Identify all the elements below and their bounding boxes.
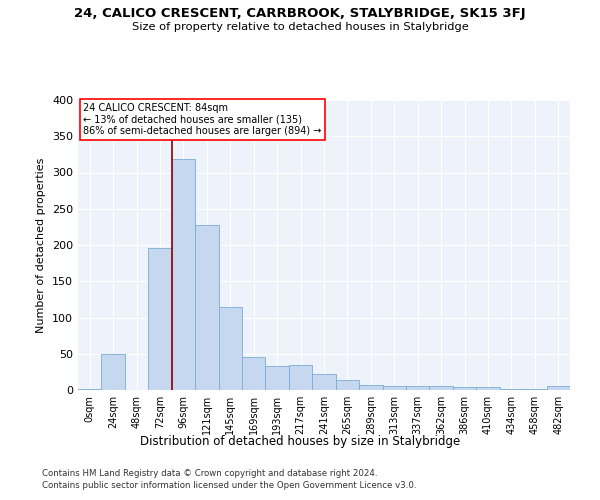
Text: Size of property relative to detached houses in Stalybridge: Size of property relative to detached ho… (131, 22, 469, 32)
Bar (453, 387, 476, 390)
Bar (312, 374, 336, 390)
Text: Contains HM Land Registry data © Crown copyright and database right 2024.: Contains HM Land Registry data © Crown c… (42, 468, 377, 477)
Bar (265, 366, 289, 390)
Bar (148, 248, 172, 390)
Bar (383, 386, 406, 390)
Bar (336, 380, 359, 390)
Bar (430, 386, 453, 390)
Bar (172, 160, 195, 390)
Bar (406, 386, 430, 390)
Bar (289, 364, 312, 390)
Text: 24, CALICO CRESCENT, CARRBROOK, STALYBRIDGE, SK15 3FJ: 24, CALICO CRESCENT, CARRBROOK, STALYBRI… (74, 8, 526, 20)
Bar (218, 306, 242, 390)
Bar (476, 387, 500, 390)
Text: Contains public sector information licensed under the Open Government Licence v3: Contains public sector information licen… (42, 481, 416, 490)
Bar (359, 385, 383, 390)
Bar (195, 224, 218, 390)
Y-axis label: Number of detached properties: Number of detached properties (37, 158, 46, 332)
Bar (242, 358, 265, 390)
Bar (547, 386, 570, 390)
Bar (78, 388, 101, 390)
Text: 24 CALICO CRESCENT: 84sqm
← 13% of detached houses are smaller (135)
86% of semi: 24 CALICO CRESCENT: 84sqm ← 13% of detac… (83, 103, 321, 136)
Text: Distribution of detached houses by size in Stalybridge: Distribution of detached houses by size … (140, 435, 460, 448)
Bar (101, 354, 125, 390)
